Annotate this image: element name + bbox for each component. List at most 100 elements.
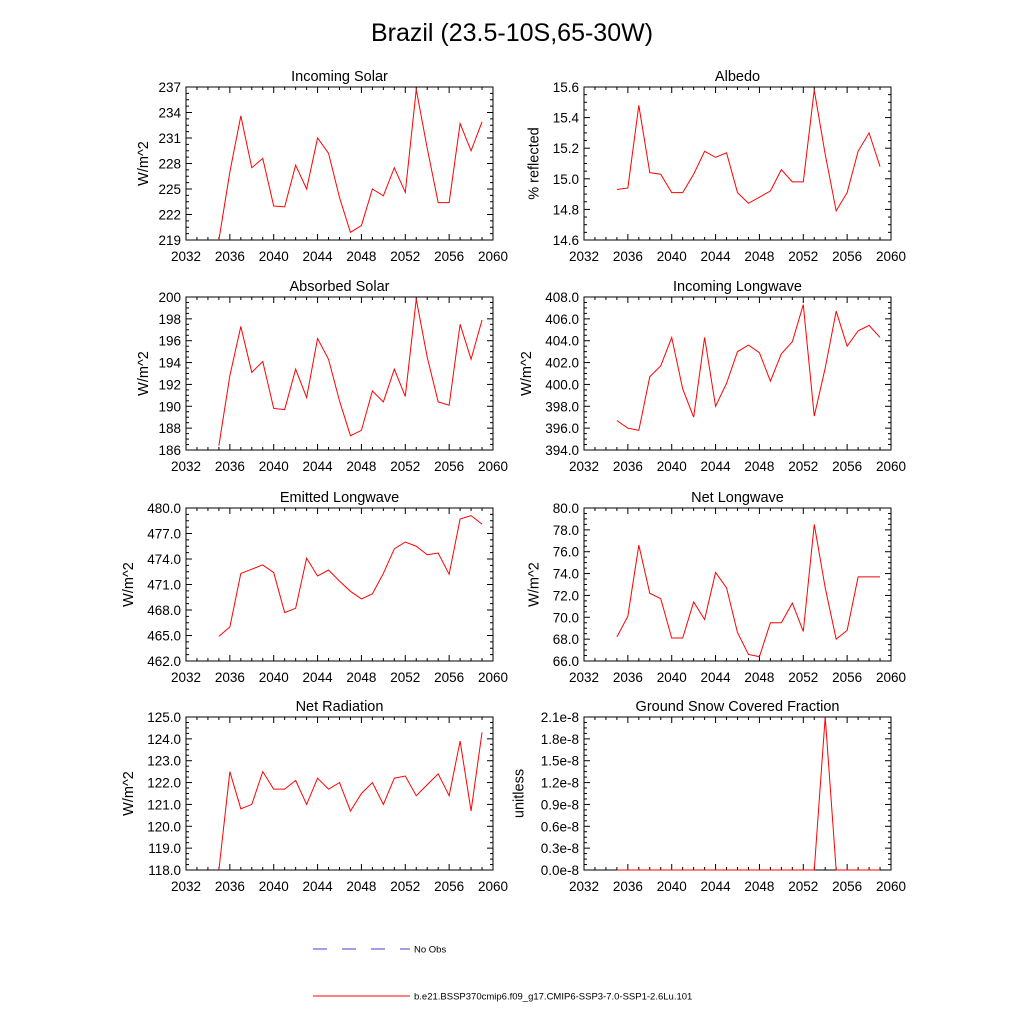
series-line-0	[218, 732, 483, 871]
x-tick-label: 2044	[701, 459, 732, 474]
series-line-0	[616, 716, 881, 871]
x-tick-label: 2052	[390, 459, 420, 474]
y-tick-label: 408.0	[545, 290, 579, 305]
x-tick-label: 2044	[701, 879, 732, 894]
x-tick-label: 2056	[434, 249, 464, 264]
y-tick-label: 118.0	[148, 863, 181, 878]
y-tick-label: 400.0	[545, 377, 579, 392]
y-tick-label: 15.2	[553, 141, 579, 156]
y-tick-label: 462.0	[147, 654, 181, 669]
y-tick-label: 196	[158, 334, 181, 349]
x-tick-label: 2040	[657, 459, 687, 474]
y-tick-label: 192	[158, 377, 181, 392]
x-tick-label: 2036	[215, 879, 245, 894]
x-tick-label: 2040	[259, 879, 289, 894]
y-tick-label: 122.0	[147, 776, 181, 791]
panel-albedo: 2032 2036 2040 2044 2048 2052 2056 2060 14.6 14.8…	[527, 69, 906, 264]
x-tick-label: 2056	[434, 670, 464, 685]
y-tick-label: 1.2e-8	[541, 776, 579, 791]
panel-absorbed-solar: 2032 2036 2040 2044 2048 2052 2056 2060 186 188 19…	[136, 279, 508, 474]
x-tick-label: 2048	[346, 249, 376, 264]
x-tick-label: 2032	[171, 459, 201, 474]
series-line-0	[616, 304, 881, 431]
x-tick-label: 2032	[569, 459, 599, 474]
y-tick-label: 394.0	[545, 443, 579, 458]
figure-title: Brazil (23.5-10S,65-30W)	[371, 19, 653, 47]
x-tick-label: 2036	[613, 670, 643, 685]
y-tick-label: 237	[158, 80, 181, 95]
x-tick-label: 2036	[215, 459, 245, 474]
panel-title: Ground Snow Covered Fraction	[636, 699, 840, 715]
y-tick-label: 468.0	[147, 603, 181, 618]
x-tick-label: 2036	[215, 670, 245, 685]
x-tick-label: 2048	[346, 670, 376, 685]
x-tick-label: 2040	[259, 459, 289, 474]
x-tick-label: 2044	[303, 670, 334, 685]
panel-title: Incoming Longwave	[673, 279, 802, 295]
y-tick-label: 66.0	[553, 654, 579, 669]
x-tick-label: 2060	[876, 249, 906, 264]
y-tick-label: 15.4	[553, 111, 580, 126]
x-tick-label: 2048	[744, 249, 774, 264]
x-tick-label: 2060	[876, 879, 906, 894]
x-tick-label: 2040	[657, 670, 687, 685]
panel-title: Emitted Longwave	[280, 490, 399, 506]
y-tick-label: 471.0	[147, 578, 181, 593]
y-tick-label: 72.0	[553, 588, 579, 603]
x-tick-label: 2048	[346, 879, 376, 894]
y-tick-label: 222	[158, 208, 181, 223]
y-axis-label: W/m^2	[121, 771, 137, 816]
x-tick-label: 2044	[303, 879, 334, 894]
panel-title: Incoming Solar	[291, 69, 388, 85]
x-tick-label: 2040	[259, 249, 289, 264]
x-tick-label: 2036	[613, 879, 643, 894]
y-tick-label: 406.0	[545, 312, 579, 327]
x-tick-label: 2044	[303, 249, 334, 264]
x-tick-label: 2060	[478, 459, 508, 474]
y-tick-label: 198	[158, 312, 181, 327]
plot-frame	[185, 86, 494, 241]
x-tick-label: 2032	[569, 670, 599, 685]
x-tick-label: 2036	[613, 459, 643, 474]
y-tick-label: 234	[158, 106, 181, 121]
x-tick-label: 2060	[478, 670, 508, 685]
y-tick-label: 14.6	[553, 233, 579, 248]
y-tick-label: 398.0	[545, 399, 579, 414]
plot-frame	[185, 296, 494, 451]
panel-incoming-solar: 2032 2036 2040 2044 2048 2052 2056 2060 219 222 22…	[136, 69, 508, 264]
y-tick-label: 120.0	[147, 819, 181, 834]
series-line-0	[218, 299, 483, 446]
panel-incoming-longwave: 2032 2036 2040 2044 2048 2052 2056 2060 394.0 396…	[519, 279, 906, 474]
plot-frame	[185, 716, 494, 871]
panels-group: 2032 2036 2040 2044 2048 2052 2056 2060 219 222 22…	[121, 69, 906, 894]
y-tick-label: 119.0	[148, 841, 181, 856]
x-tick-label: 2048	[346, 459, 376, 474]
y-tick-label: 74.0	[553, 567, 579, 582]
x-tick-label: 2032	[171, 670, 201, 685]
x-tick-label: 2056	[434, 879, 464, 894]
y-tick-label: 231	[158, 131, 181, 146]
series-line-0	[616, 524, 881, 658]
x-tick-label: 2032	[569, 249, 599, 264]
x-tick-label: 2052	[788, 459, 818, 474]
y-tick-label: 190	[158, 399, 181, 414]
x-tick-label: 2040	[657, 879, 687, 894]
plot-frame	[583, 86, 892, 241]
y-tick-label: 76.0	[553, 545, 579, 560]
y-tick-label: 14.8	[553, 202, 579, 217]
x-tick-label: 2044	[701, 670, 732, 685]
x-tick-label: 2060	[478, 879, 508, 894]
panel-title: Net Longwave	[691, 490, 784, 506]
x-tick-label: 2032	[171, 249, 201, 264]
plot-frame	[583, 296, 892, 451]
x-tick-label: 2040	[657, 249, 687, 264]
y-tick-label: 80.0	[553, 501, 579, 516]
y-tick-label: 402.0	[545, 356, 579, 371]
y-tick-label: 124.0	[147, 732, 181, 747]
y-tick-label: 1.8e-8	[541, 732, 579, 747]
y-axis-label: % reflected	[527, 127, 543, 200]
x-tick-label: 2048	[744, 670, 774, 685]
y-tick-label: 0.3e-8	[541, 841, 579, 856]
x-tick-label: 2056	[832, 249, 862, 264]
y-tick-label: 1.5e-8	[541, 754, 579, 769]
